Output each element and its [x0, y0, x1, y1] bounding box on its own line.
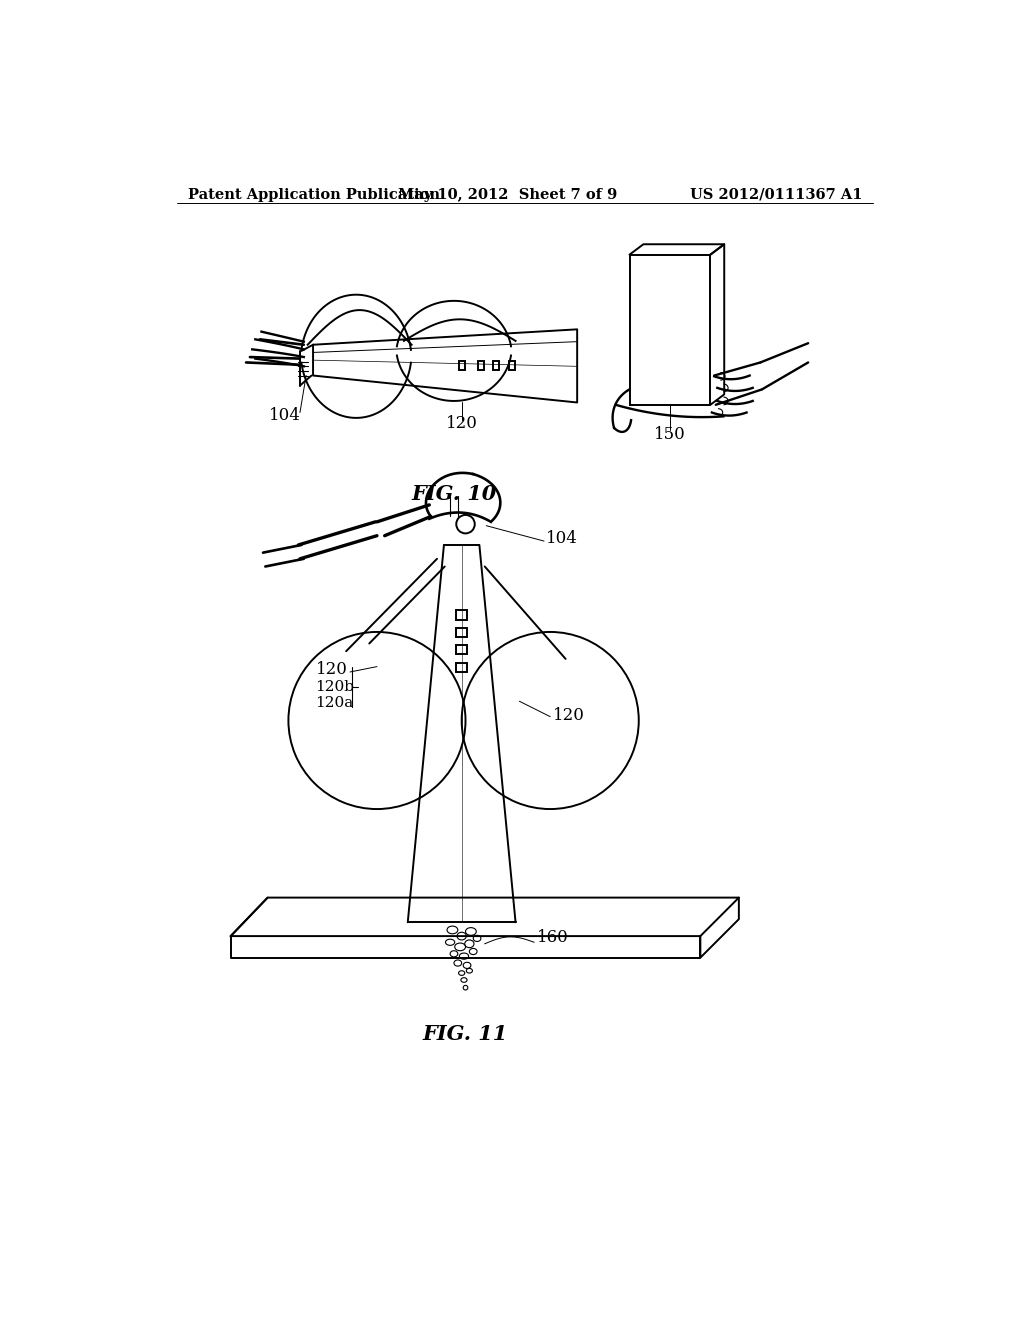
Text: 120: 120 — [315, 661, 348, 678]
Text: 120b: 120b — [314, 680, 354, 694]
Text: 120: 120 — [445, 414, 477, 432]
Text: May 10, 2012  Sheet 7 of 9: May 10, 2012 Sheet 7 of 9 — [398, 187, 617, 202]
Text: 160: 160 — [538, 929, 569, 946]
Bar — [478, 360, 484, 370]
Text: Patent Application Publication: Patent Application Publication — [188, 187, 440, 202]
Bar — [457, 645, 467, 655]
Text: FIG. 10: FIG. 10 — [412, 484, 497, 504]
Text: 104: 104 — [268, 407, 300, 424]
Bar — [494, 360, 500, 370]
Text: 104: 104 — [547, 531, 579, 548]
Bar — [459, 360, 465, 370]
Bar — [457, 628, 467, 638]
Text: 120: 120 — [553, 708, 585, 725]
Text: US 2012/0111367 A1: US 2012/0111367 A1 — [689, 187, 862, 202]
Text: 150: 150 — [653, 426, 685, 444]
Bar — [457, 663, 467, 672]
Bar — [509, 360, 515, 370]
Bar — [457, 610, 467, 619]
Text: 120a: 120a — [315, 696, 354, 710]
Text: FIG. 11: FIG. 11 — [423, 1024, 508, 1044]
